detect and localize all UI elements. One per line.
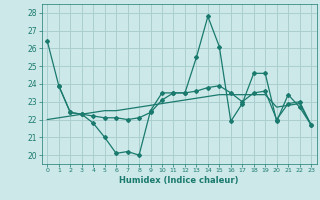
X-axis label: Humidex (Indice chaleur): Humidex (Indice chaleur) <box>119 176 239 185</box>
